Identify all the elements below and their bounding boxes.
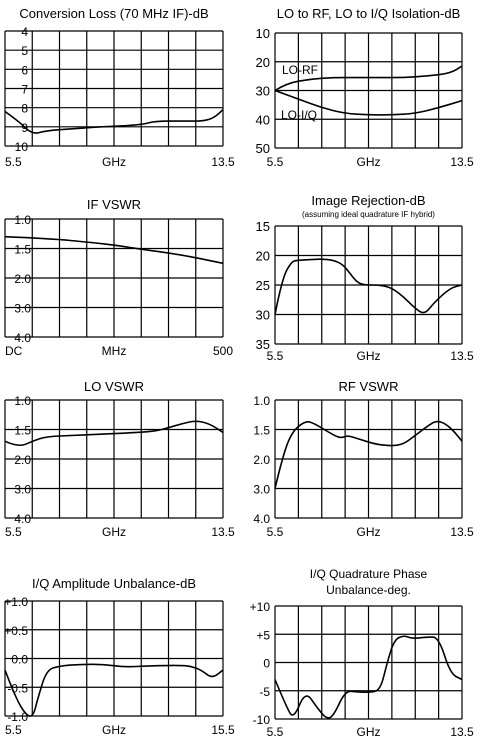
series-line xyxy=(274,89,463,116)
x-tick-label: 5.5 xyxy=(267,155,284,169)
x-tick-label: 500 xyxy=(213,344,233,358)
x-tick-label: 5.5 xyxy=(267,349,284,363)
y-tick-label: 0.0 xyxy=(11,653,28,667)
y-tick-label: 40 xyxy=(256,112,270,127)
y-tick-label: 25 xyxy=(256,278,270,293)
series-line xyxy=(4,663,224,717)
chart-title: RF VSWR xyxy=(339,379,399,394)
x-tick-label: 13.5 xyxy=(450,525,474,539)
y-tick-label: -10 xyxy=(253,713,271,727)
y-tick-label: -5 xyxy=(259,685,270,699)
x-tick-label: 13.5 xyxy=(450,349,474,363)
chart-title: LO to RF, LO to I/Q Isolation-dB xyxy=(277,6,461,21)
x-axis-label: GHz xyxy=(357,349,381,363)
y-tick-label: 3.0 xyxy=(14,483,31,497)
y-tick-label: 30 xyxy=(256,308,270,323)
series-annotation: LO-RF xyxy=(282,63,318,77)
y-tick-label: 15 xyxy=(256,219,270,234)
y-tick-label: 4 xyxy=(21,25,28,39)
series-annotation: LO-I/Q xyxy=(281,108,317,122)
y-tick-label: 20 xyxy=(256,249,270,264)
y-tick-label: 1.0 xyxy=(253,394,270,408)
y-tick-label: -1.0 xyxy=(7,710,28,724)
x-tick-label: 5.5 xyxy=(267,725,284,738)
x-axis-label: GHz xyxy=(102,723,126,737)
series-line xyxy=(274,420,463,489)
y-tick-label: 35 xyxy=(256,337,270,352)
series-line xyxy=(274,258,463,315)
x-tick-label: 13.5 xyxy=(211,155,235,169)
y-tick-label: 2.0 xyxy=(14,453,31,467)
x-tick-label: DC xyxy=(5,344,23,358)
y-tick-label: 0 xyxy=(263,657,270,671)
x-tick-label: 5.5 xyxy=(5,155,22,169)
x-tick-label: 5.5 xyxy=(5,525,22,539)
y-tick-label: 1.0 xyxy=(14,394,31,408)
x-tick-label: 13.5 xyxy=(450,155,474,169)
chart-title: Image Rejection-dB xyxy=(311,193,425,208)
y-tick-label: 20 xyxy=(256,55,270,70)
chart-title: Conversion Loss (70 MHz IF)-dB xyxy=(19,6,208,21)
y-tick-label: +5 xyxy=(256,628,270,642)
y-tick-label: 4.0 xyxy=(253,512,270,526)
y-tick-label: 1.5 xyxy=(253,424,270,438)
x-tick-label: 13.5 xyxy=(211,525,235,539)
y-tick-label: 6 xyxy=(21,63,28,77)
chart-title: I/Q Amplitude Unbalance-dB xyxy=(32,576,196,591)
y-tick-label: 10 xyxy=(15,140,29,154)
y-tick-label: 1.5 xyxy=(14,243,31,257)
x-axis-label: MHz xyxy=(102,344,127,358)
series-line xyxy=(274,65,463,92)
x-axis-label: GHz xyxy=(102,155,126,169)
x-axis-label: GHz xyxy=(357,525,381,539)
y-tick-label: -0.5 xyxy=(7,681,28,695)
y-tick-label: +10 xyxy=(250,600,271,614)
series-line xyxy=(4,235,224,265)
x-tick-label: 15.5 xyxy=(211,723,235,737)
y-tick-label: 50 xyxy=(256,141,270,156)
y-tick-label: 3.0 xyxy=(253,483,270,497)
y-tick-label: 4.0 xyxy=(14,512,31,526)
series-line xyxy=(274,635,463,719)
x-axis-label: GHz xyxy=(357,155,381,169)
y-tick-label: 10 xyxy=(256,26,270,41)
y-tick-label: 30 xyxy=(256,84,270,99)
y-tick-label: 1.5 xyxy=(14,424,31,438)
x-axis-label: GHz xyxy=(102,525,126,539)
series-line xyxy=(4,109,224,134)
x-axis-label: GHz xyxy=(357,725,381,738)
x-tick-label: 5.5 xyxy=(5,723,22,737)
y-tick-label: +1.0 xyxy=(4,595,28,609)
series-line xyxy=(4,420,224,447)
y-tick-label: 1.0 xyxy=(14,213,31,227)
chart-title: Unbalance-deg. xyxy=(326,583,411,597)
x-tick-label: 5.5 xyxy=(267,525,284,539)
y-tick-label: 7 xyxy=(21,83,28,97)
y-tick-label: 3.0 xyxy=(14,302,31,316)
x-tick-label: 13.5 xyxy=(450,725,474,738)
chart-subtitle: (assuming ideal quadrature IF hybrid) xyxy=(302,210,435,219)
chart-title: IF VSWR xyxy=(87,197,141,212)
y-tick-label: 4.0 xyxy=(14,331,31,345)
y-tick-label: 2.0 xyxy=(253,453,270,467)
chart-title: LO VSWR xyxy=(84,379,144,394)
y-tick-label: 8 xyxy=(21,102,28,116)
y-tick-label: 5 xyxy=(21,44,28,58)
y-tick-label: 2.0 xyxy=(14,272,31,286)
chart-title: I/Q Quadrature Phase xyxy=(310,567,428,581)
y-tick-label: +0.5 xyxy=(4,624,28,638)
